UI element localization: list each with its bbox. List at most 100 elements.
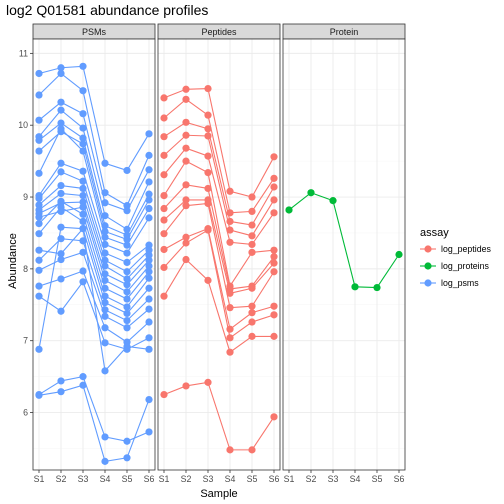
y-tick-label: 10 bbox=[18, 120, 28, 130]
data-point bbox=[270, 268, 278, 276]
series-path bbox=[163, 229, 275, 339]
data-point bbox=[57, 106, 65, 114]
data-point bbox=[57, 388, 65, 396]
data-point bbox=[35, 213, 43, 221]
data-point bbox=[79, 124, 87, 132]
data-point bbox=[145, 345, 153, 353]
series-line bbox=[35, 248, 153, 332]
data-point bbox=[123, 166, 131, 175]
data-point bbox=[123, 454, 131, 462]
data-point bbox=[226, 226, 234, 234]
series-path bbox=[163, 147, 275, 246]
data-point bbox=[329, 197, 337, 205]
data-point bbox=[182, 95, 190, 103]
series-line bbox=[35, 62, 153, 175]
series-line bbox=[160, 378, 278, 454]
data-point bbox=[145, 305, 153, 313]
data-point bbox=[160, 204, 168, 213]
data-point bbox=[79, 217, 87, 226]
data-point bbox=[145, 130, 153, 138]
series-line bbox=[160, 95, 278, 217]
data-point bbox=[145, 241, 153, 249]
data-point bbox=[79, 87, 87, 95]
data-point bbox=[248, 446, 256, 454]
data-point bbox=[226, 289, 234, 297]
x-tick-label: S2 bbox=[306, 474, 317, 484]
data-point bbox=[57, 197, 65, 205]
data-point bbox=[145, 428, 153, 436]
data-point bbox=[270, 302, 278, 310]
data-point bbox=[101, 159, 109, 167]
x-tick-label: S1 bbox=[34, 474, 45, 484]
data-point bbox=[35, 292, 43, 300]
data-point bbox=[182, 144, 190, 152]
data-point bbox=[57, 98, 65, 106]
data-point bbox=[270, 332, 278, 340]
data-point bbox=[248, 232, 256, 240]
data-point bbox=[35, 391, 43, 399]
series-path bbox=[38, 109, 150, 231]
data-point bbox=[79, 191, 87, 200]
data-point bbox=[160, 245, 168, 254]
series-path bbox=[38, 101, 150, 212]
data-point bbox=[160, 94, 168, 102]
data-point bbox=[270, 311, 278, 319]
data-point bbox=[79, 381, 87, 389]
series-path bbox=[38, 238, 150, 322]
series-path bbox=[38, 251, 150, 329]
data-point bbox=[226, 348, 234, 356]
data-point bbox=[182, 382, 190, 390]
series-path bbox=[163, 227, 275, 331]
series-path bbox=[38, 226, 150, 373]
series-path bbox=[163, 134, 275, 237]
data-point bbox=[57, 189, 65, 198]
data-point bbox=[270, 174, 278, 182]
series-path bbox=[163, 381, 275, 451]
series-line bbox=[35, 189, 153, 283]
data-point bbox=[226, 187, 234, 195]
x-tick-label: S4 bbox=[350, 474, 361, 484]
data-point bbox=[160, 390, 168, 399]
data-point bbox=[145, 318, 153, 326]
data-point bbox=[79, 177, 87, 185]
series-path bbox=[163, 258, 274, 354]
data-point bbox=[101, 457, 109, 465]
data-point bbox=[57, 255, 65, 264]
data-point bbox=[270, 183, 278, 191]
data-point bbox=[248, 332, 256, 340]
y-tick-label: 11 bbox=[19, 48, 28, 58]
x-tick-label: S1 bbox=[159, 474, 170, 484]
data-point bbox=[123, 324, 131, 332]
data-point bbox=[204, 169, 212, 177]
data-point bbox=[57, 64, 65, 72]
data-point bbox=[145, 214, 153, 222]
data-point bbox=[145, 166, 153, 174]
data-point bbox=[182, 131, 190, 139]
x-tick-label: S6 bbox=[394, 474, 405, 484]
data-point bbox=[182, 118, 190, 126]
legend-title: assay bbox=[420, 227, 449, 239]
series-path bbox=[38, 200, 150, 300]
y-axis-title: Abundance bbox=[7, 233, 19, 289]
panel-background bbox=[283, 39, 405, 470]
data-point bbox=[160, 216, 168, 224]
legend-key-point bbox=[424, 262, 432, 270]
data-point bbox=[160, 230, 168, 238]
data-point bbox=[182, 239, 190, 247]
data-point bbox=[57, 69, 65, 78]
data-point bbox=[204, 276, 212, 284]
data-point bbox=[123, 249, 131, 257]
series-line bbox=[35, 225, 153, 318]
data-point bbox=[57, 307, 65, 315]
data-point bbox=[35, 230, 43, 238]
series-line bbox=[35, 381, 153, 465]
panel-border bbox=[32, 38, 156, 471]
data-point bbox=[35, 345, 43, 353]
data-point bbox=[248, 193, 256, 201]
data-point bbox=[35, 69, 43, 78]
data-point bbox=[270, 153, 278, 161]
legend-item: log_psms bbox=[420, 278, 479, 288]
data-point bbox=[145, 246, 153, 254]
data-point bbox=[248, 318, 256, 326]
series-line bbox=[160, 131, 278, 240]
